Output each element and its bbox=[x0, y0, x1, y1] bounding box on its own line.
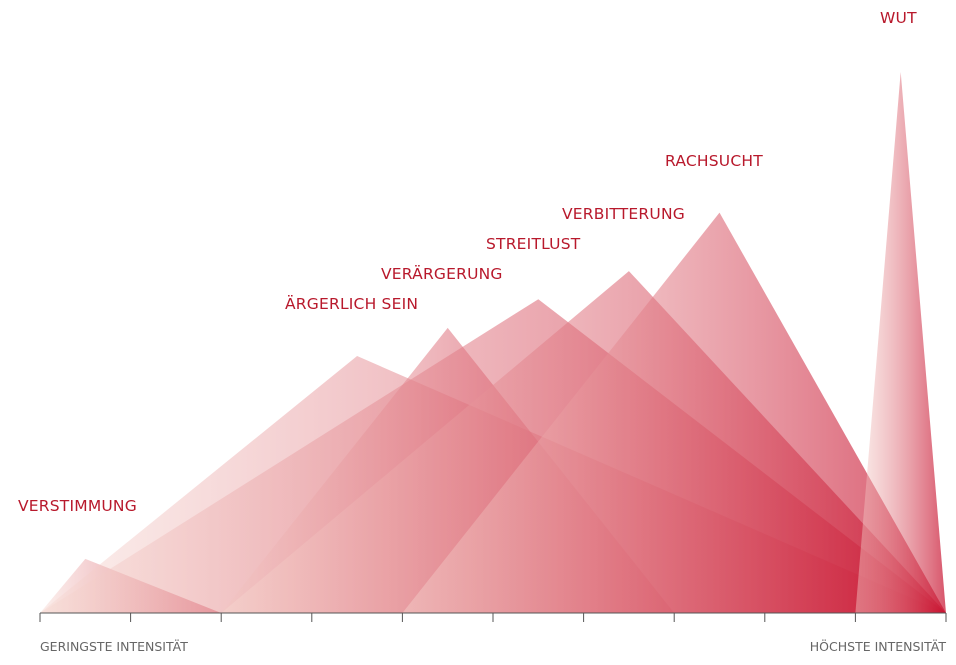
triangle-wut bbox=[855, 72, 946, 613]
label-aergerlich-sein: ÄRGERLICH SEIN bbox=[285, 295, 419, 313]
label-rachsucht: RACHSUCHT bbox=[665, 152, 763, 170]
label-streitlust: STREITLUST bbox=[486, 235, 581, 253]
label-verbitterung: VERBITTERUNG bbox=[562, 205, 685, 223]
axis-label-max: HÖCHSTE INTENSITÄT bbox=[809, 639, 946, 654]
triangle-rachsucht bbox=[402, 212, 946, 613]
axis-label-min: GERINGSTE INTENSITÄT bbox=[40, 639, 188, 654]
label-veraergerung: VERÄRGERUNG bbox=[381, 265, 503, 283]
label-wut: WUT bbox=[880, 9, 917, 27]
label-verstimmung: VERSTIMMUNG bbox=[18, 497, 137, 515]
